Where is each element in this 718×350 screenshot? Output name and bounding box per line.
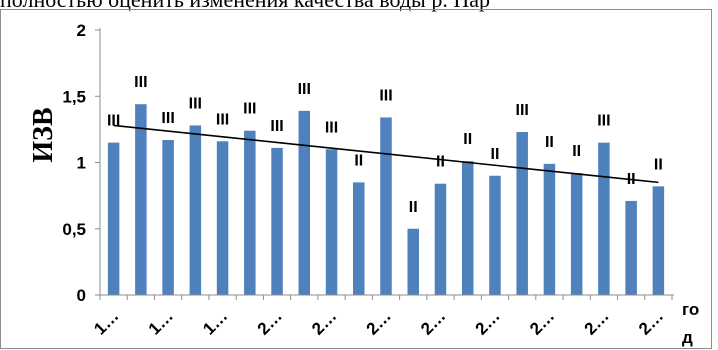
- bar-data-label: II: [409, 199, 418, 216]
- bar: [271, 147, 283, 295]
- bar-data-label: III: [216, 111, 229, 128]
- bar: [325, 149, 338, 295]
- bar-data-label: III: [134, 74, 147, 91]
- bar: [135, 104, 147, 295]
- bar: [489, 175, 501, 295]
- x-tick-label: 1…: [90, 306, 122, 338]
- bar: [107, 142, 120, 295]
- bar-data-label: III: [270, 118, 283, 135]
- x-axis-title-part: го: [682, 300, 699, 319]
- x-tick-label: 2…: [254, 306, 286, 338]
- trend-line: [113, 124, 659, 184]
- bar: [598, 142, 610, 295]
- x-tick-label: 2…: [472, 306, 504, 338]
- bar-data-label: III: [516, 102, 529, 119]
- bar-data-label: III: [379, 87, 392, 104]
- x-tick-label: 2…: [417, 306, 449, 338]
- bar: [244, 130, 256, 295]
- x-tick-label: 2…: [526, 306, 558, 338]
- x-tick-label: 1…: [145, 306, 177, 338]
- bar: [216, 141, 229, 295]
- chart-frame: [0, 9, 712, 349]
- bar-data-label: II: [545, 134, 554, 151]
- x-tick-label: 1…: [199, 306, 231, 338]
- y-axis-title: ИЗВ: [28, 107, 59, 162]
- bar: [189, 125, 202, 296]
- bar: [162, 139, 174, 295]
- bar: [652, 186, 665, 295]
- x-tick-label: 2…: [308, 306, 340, 338]
- bar: [516, 132, 528, 295]
- bar: [380, 117, 392, 295]
- y-tick-label: 2: [77, 21, 86, 40]
- bar-data-label: II: [572, 143, 581, 160]
- bar-data-label: II: [354, 152, 363, 169]
- bar: [625, 200, 637, 295]
- bar-data-label: II: [491, 146, 500, 163]
- bar: [353, 182, 365, 295]
- bar-data-label: III: [298, 81, 311, 98]
- y-tick-label: 1,5: [62, 87, 86, 106]
- x-axis-title-part: д: [682, 328, 693, 347]
- x-tick-label: 2…: [635, 306, 667, 338]
- x-tick-label: 2…: [363, 306, 395, 338]
- y-tick-label: 0: [77, 286, 86, 305]
- bar: [570, 173, 583, 295]
- bar-data-label: III: [161, 110, 174, 127]
- bar: [407, 228, 419, 295]
- bar: [434, 183, 447, 295]
- y-tick-label: 1: [77, 154, 86, 173]
- bar-data-label: II: [654, 156, 663, 173]
- bar: [461, 161, 474, 295]
- bar-data-label: III: [325, 119, 338, 136]
- bar-data-label: II: [463, 131, 472, 148]
- bar: [543, 163, 556, 295]
- bar-data-label: II: [436, 154, 445, 171]
- bar-data-label: III: [189, 95, 202, 112]
- bar: [298, 110, 311, 295]
- y-tick-label: 0,5: [62, 220, 86, 239]
- x-tick-label: 2…: [581, 306, 613, 338]
- bar-data-label: III: [597, 113, 610, 130]
- bar-data-label: III: [107, 113, 120, 130]
- bar-data-label: III: [243, 101, 256, 118]
